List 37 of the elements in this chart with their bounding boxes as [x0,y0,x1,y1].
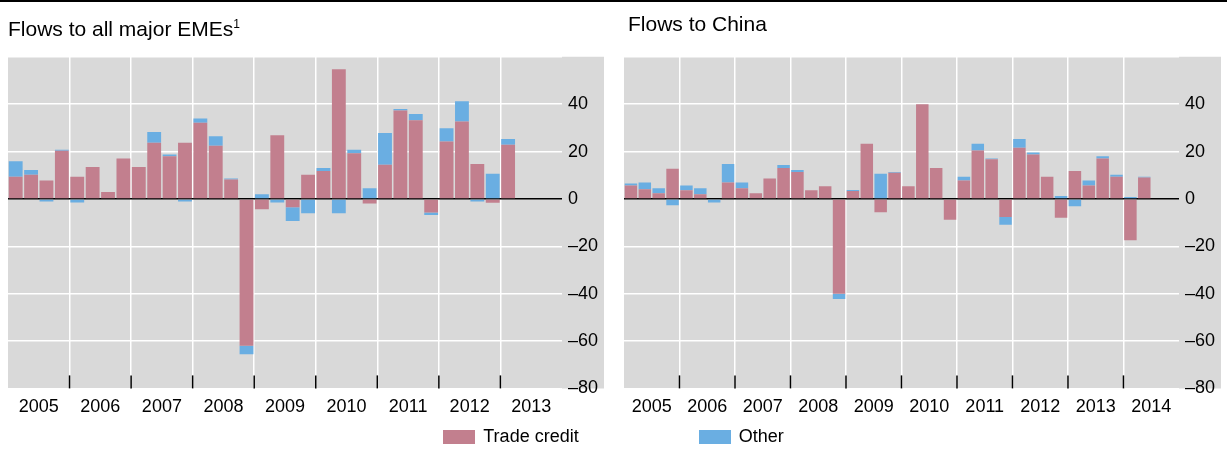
y-tick-label: 20 [567,140,588,161]
x-tick-label: 2012 [1020,396,1061,417]
y-tick-label: 0 [1184,187,1195,208]
legend-label: Trade credit [483,426,579,447]
x-tick-label: 2013 [1075,396,1116,417]
x-tick-label: 2012 [449,396,490,417]
x-tick-label: 2010 [326,396,367,417]
y-tick-label: –60 [567,330,599,350]
y-tick-label: 40 [567,93,588,114]
y-tick-label: –20 [567,235,599,256]
y-tick-label: –60 [1184,330,1216,350]
x-tick-label: 2010 [909,396,950,417]
x-tick-label: 2006 [80,396,121,417]
x-tick-label: 2014 [1131,396,1172,417]
x-tick-label: 2013 [511,396,552,417]
y-tick-label: 0 [567,187,578,208]
x-tick-label: 2009 [264,396,306,417]
chart-title: Flows to China [627,11,768,37]
x-tick-label: 2006 [687,396,728,417]
x-tick-label: 2007 [141,396,182,417]
y-tick-label: –40 [1184,282,1216,303]
x-tick-label: 2007 [742,396,783,417]
x-tick-label: 2005 [631,396,672,417]
y-tick-label: 20 [1184,140,1205,161]
x-tick-label: 2008 [798,396,839,417]
y-tick-label: –40 [567,282,599,303]
chart-title: Flows to all major EMEs$^{1}$ [7,16,241,40]
y-tick-label: 40 [1184,93,1205,114]
x-tick-label: 2009 [853,396,894,417]
y-tick-label: –80 [567,377,599,398]
x-tick-label: 2011 [965,396,1005,417]
y-tick-label: –20 [1184,235,1216,256]
x-tick-label: 2005 [18,396,59,417]
y-tick-label: –80 [1184,377,1216,398]
legend-label: Other [738,426,784,447]
x-tick-label: 2011 [388,396,428,417]
x-tick-label: 2008 [203,396,244,417]
